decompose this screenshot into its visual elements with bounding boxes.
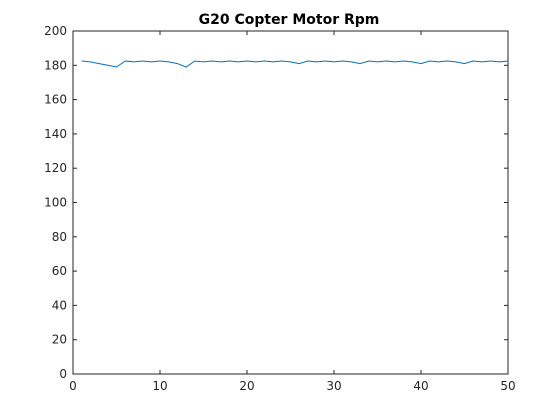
data-point: [490, 60, 491, 61]
data-point: [394, 61, 395, 62]
y-tick-label: 180: [44, 58, 67, 72]
chart-title: G20 Copter Motor Rpm: [199, 12, 380, 28]
data-point: [464, 63, 465, 64]
data-point: [194, 60, 195, 61]
data-point: [125, 60, 126, 61]
y-tick-label: 80: [52, 230, 67, 244]
plot-box: [72, 30, 509, 375]
data-point: [151, 61, 152, 62]
data-point: [507, 60, 508, 61]
data-point: [238, 61, 239, 62]
data-point: [351, 61, 352, 62]
data-point: [333, 61, 334, 62]
data-point: [168, 61, 169, 62]
data-point: [438, 61, 439, 62]
data-point: [325, 60, 326, 61]
data-point: [360, 63, 361, 64]
data-point: [455, 61, 456, 62]
data-point: [142, 60, 143, 61]
x-tick-label: 10: [152, 379, 167, 393]
data-point: [81, 60, 82, 61]
y-tick-label: 120: [44, 161, 67, 175]
x-tick-label: 40: [413, 379, 428, 393]
data-point: [246, 60, 247, 61]
axes: 0 10 20 30 40 50 0 20 40 60 80 100 120 140 160 180 200: [44, 24, 516, 393]
data-point: [133, 61, 134, 62]
data-point: [386, 60, 387, 61]
data-point: [481, 61, 482, 62]
data-point: [99, 63, 100, 64]
y-tick-label: 200: [44, 24, 67, 38]
rpm-series-line: [81, 60, 509, 68]
data-point: [264, 60, 265, 61]
data-point: [220, 61, 221, 62]
data-point: [177, 63, 178, 64]
y-tick-label: 100: [44, 196, 67, 210]
x-tick-label: 0: [69, 379, 77, 393]
data-point: [116, 66, 117, 67]
data-point: [447, 60, 448, 61]
data-point: [316, 61, 317, 62]
x-tick-label: 30: [326, 379, 341, 393]
data-point: [107, 65, 108, 66]
data-point: [229, 60, 230, 61]
data-point: [90, 61, 91, 62]
y-tick-label: 60: [52, 264, 67, 278]
data-point: [255, 61, 256, 62]
data-point: [377, 61, 378, 62]
data-point: [473, 60, 474, 61]
data-point: [273, 61, 274, 62]
y-tick-label: 140: [44, 127, 67, 141]
x-tick-label: 50: [500, 379, 515, 393]
data-point: [499, 61, 500, 62]
series-layer: [81, 60, 509, 68]
y-tick-label: 0: [59, 367, 67, 381]
data-point: [203, 61, 204, 62]
y-tick-label: 20: [52, 333, 67, 347]
data-point: [412, 61, 413, 62]
data-point: [290, 61, 291, 62]
y-tick-label: 160: [44, 93, 67, 107]
data-point: [403, 60, 404, 61]
data-point: [159, 60, 160, 61]
data-point: [299, 63, 300, 64]
data-point: [186, 66, 187, 67]
data-point: [342, 60, 343, 61]
data-point: [368, 60, 369, 61]
data-point: [307, 60, 308, 61]
data-point: [429, 60, 430, 61]
data-point: [281, 60, 282, 61]
data-point: [212, 60, 213, 61]
data-point: [420, 63, 421, 64]
y-tick-label: 40: [52, 298, 67, 312]
x-tick-label: 20: [239, 379, 254, 393]
